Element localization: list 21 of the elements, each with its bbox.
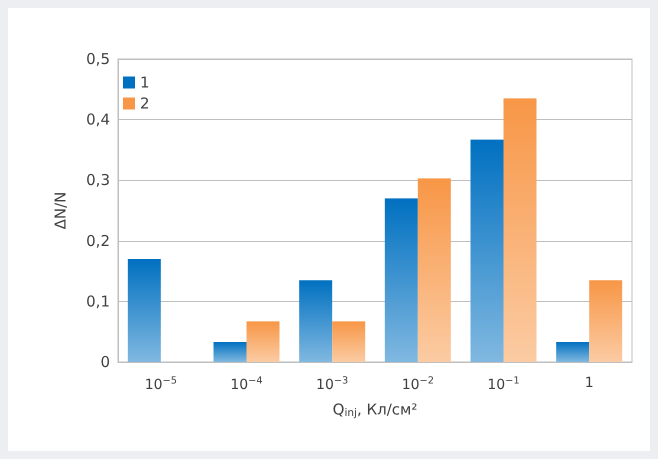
legend-label: 1 — [140, 74, 150, 92]
y-tick-label: 0,1 — [86, 292, 110, 310]
y-tick-label: 0,2 — [86, 232, 110, 250]
bar — [470, 140, 504, 362]
bar — [246, 321, 280, 362]
x-tick-label: 1 — [584, 375, 594, 391]
y-tick-label: 0,4 — [86, 110, 110, 129]
bar — [128, 258, 161, 362]
y-tick-label: 0 — [100, 353, 110, 371]
y-tick-label: 0,5 — [86, 50, 110, 68]
bar — [214, 342, 246, 362]
bar — [384, 198, 418, 362]
bar — [589, 280, 622, 362]
bar — [332, 321, 366, 362]
y-tick-label: 0,3 — [86, 171, 110, 190]
bar — [504, 98, 536, 362]
bar — [418, 178, 451, 362]
legend-label: 2 — [140, 94, 150, 112]
bar — [299, 280, 332, 362]
bar — [556, 342, 590, 362]
y-axis-title: ΔN/N — [52, 192, 70, 230]
